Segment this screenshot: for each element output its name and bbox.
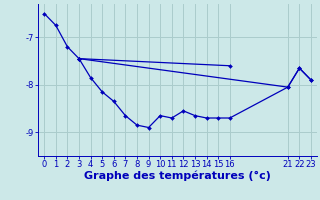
X-axis label: Graphe des températures (°c): Graphe des températures (°c) bbox=[84, 171, 271, 181]
